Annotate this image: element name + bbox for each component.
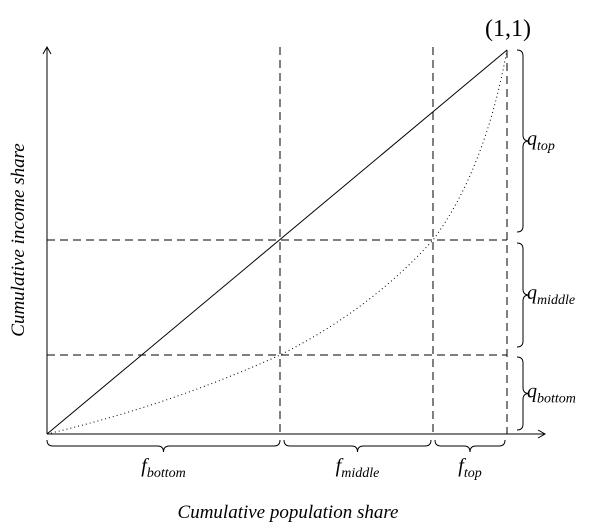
label-subscript: top xyxy=(537,139,555,154)
brace-label: ftop xyxy=(458,455,481,481)
label-subscript: middle xyxy=(341,466,379,481)
equality-line xyxy=(46,49,508,435)
point-label: (1,1) xyxy=(485,16,531,42)
label-symbol: f xyxy=(458,455,466,477)
guides xyxy=(47,47,508,434)
label-subscript: top xyxy=(464,466,482,481)
label-symbol: f xyxy=(336,455,344,477)
x-brace xyxy=(283,439,432,453)
label-symbol: q xyxy=(527,282,537,304)
y-brace xyxy=(516,242,530,348)
brace-label: fmiddle xyxy=(336,455,380,481)
label-subscript: middle xyxy=(537,293,575,308)
brace-label: fbottom xyxy=(141,455,185,481)
y-axis-label: Cumulative income share xyxy=(8,143,29,336)
x-brace xyxy=(434,439,506,453)
label-symbol: f xyxy=(141,455,149,477)
label-symbol: q xyxy=(527,381,537,403)
brace-label: qmiddle xyxy=(527,282,575,308)
x-axis-label: Cumulative population share xyxy=(178,502,399,523)
braces xyxy=(46,49,530,453)
lorenz-curve xyxy=(46,49,508,435)
label-symbol: q xyxy=(527,128,537,150)
y-brace xyxy=(516,49,530,233)
x-brace xyxy=(46,439,281,453)
label-subscript: bottom xyxy=(537,392,576,407)
brace-label: qbottom xyxy=(527,381,576,407)
label-subscript: bottom xyxy=(147,466,186,481)
brace-label: qtop xyxy=(527,128,555,154)
y-brace xyxy=(516,356,530,431)
